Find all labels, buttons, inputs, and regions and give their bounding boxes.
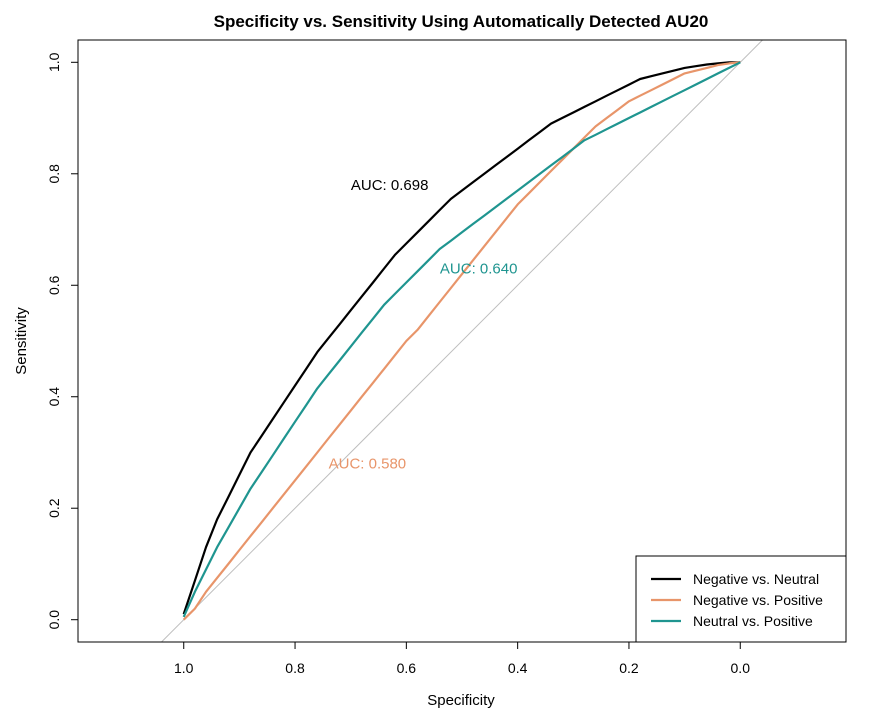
- legend-entry-2: Negative vs. Positive: [693, 592, 823, 608]
- x-tick-label: 0.8: [285, 660, 305, 676]
- y-tick-label: 1.0: [46, 52, 62, 72]
- x-tick-label: 0.6: [397, 660, 417, 676]
- legend: Negative vs. Neutral Negative vs. Positiv…: [635, 555, 847, 643]
- x-tick-label: 1.0: [174, 660, 194, 676]
- y-tick-label: 0.8: [46, 164, 62, 184]
- y-axis-label: Sensitivity: [13, 307, 30, 375]
- reference-diagonal-line: [160, 40, 764, 642]
- auc-label-3: AUC: 0.640: [440, 261, 518, 278]
- y-tick-label: 0.6: [46, 275, 62, 295]
- y-tick-label: 0.4: [46, 387, 62, 407]
- x-tick-label: 0.4: [508, 660, 528, 676]
- legend-entry-1: Negative vs. Neutral: [693, 571, 819, 587]
- auc-label-2: AUC: 0.580: [329, 456, 407, 473]
- x-tick-label: 0.2: [619, 660, 639, 676]
- auc-label-1: AUC: 0.698: [351, 177, 429, 194]
- x-tick-label: 0.0: [731, 660, 751, 676]
- y-tick-label: 0.2: [46, 498, 62, 518]
- x-axis-label: Specificity: [427, 692, 495, 709]
- series-line-1: [182, 61, 741, 615]
- legend-entry-3: Neutral vs. Positive: [693, 613, 813, 629]
- series-line-2: [182, 61, 741, 621]
- chart-title: Specificity vs. Sensitivity Using Automa…: [214, 12, 709, 31]
- y-tick-label: 0.0: [46, 610, 62, 630]
- series-line-3: [182, 61, 741, 618]
